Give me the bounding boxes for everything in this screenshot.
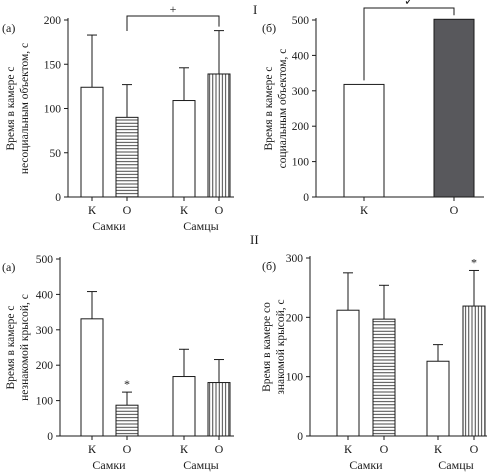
bar <box>433 18 475 198</box>
bracket-label: + <box>170 2 177 16</box>
bar <box>426 360 450 437</box>
y-tick-label: 0 <box>303 192 309 204</box>
chart-panel-bottom-right: (б) Время в камере со знакомой крысой, с 0 1… <box>261 253 487 472</box>
chart-panel-bottom-left: (a) Время в камере с незнакомой крысой, с 0… <box>2 254 234 472</box>
y-tick-label: 0 <box>297 431 303 443</box>
y-tick-label: 300 <box>286 253 304 265</box>
y-tick-label: 400 <box>36 289 54 301</box>
bar <box>372 318 396 437</box>
bar <box>343 83 385 198</box>
group-label: Самцы <box>438 458 473 472</box>
group-label: Самки <box>92 458 126 472</box>
y-axis-label: Время в камере с <box>263 66 275 150</box>
y-tick-label: 100 <box>292 157 310 169</box>
y-tick-label: 200 <box>292 121 310 133</box>
comparison-bracket <box>126 15 220 32</box>
bar <box>80 86 104 198</box>
chart-panel-top-right: (б) Время в камере с социальным объектом, … <box>262 0 484 217</box>
x-tick-label: О <box>123 203 132 217</box>
bar <box>172 100 196 198</box>
y-tick-label: 300 <box>292 86 310 98</box>
y-tick-label: 200 <box>36 360 54 372</box>
x-tick-label: К <box>88 203 97 217</box>
x-tick-label: О <box>215 442 224 456</box>
x-tick-label: К <box>180 442 189 456</box>
bar <box>462 305 486 437</box>
bar <box>336 309 360 437</box>
bar <box>80 318 104 437</box>
y-axis-label: Время в камере со <box>261 302 273 392</box>
bracket-label: ✓ <box>404 0 414 8</box>
group-label: Самки <box>349 458 383 472</box>
x-tick-label: К <box>360 203 369 217</box>
y-tick-label: 200 <box>44 15 62 27</box>
y-tick-label: 100 <box>44 104 62 116</box>
y-axis-label: Время в камере с <box>5 305 17 389</box>
comparison-bracket <box>363 7 455 81</box>
bar <box>115 404 139 437</box>
y-tick-label: 100 <box>36 396 54 408</box>
x-tick-label: К <box>344 442 353 456</box>
chart-panel-top-left: (a) Время в камере с несоциальным объектом… <box>2 2 234 233</box>
bar <box>172 376 196 437</box>
bar <box>207 73 231 198</box>
bar <box>207 382 231 437</box>
y-axis-label: знакомой крысой, с <box>275 299 287 394</box>
x-tick-label: О <box>450 203 459 217</box>
x-tick-label: О <box>470 442 479 456</box>
y-tick-label: 300 <box>36 325 54 337</box>
panel-tag: (б) <box>262 259 276 273</box>
x-tick-label: К <box>434 442 443 456</box>
y-tick-label: 400 <box>292 50 310 62</box>
y-tick-label: 50 <box>50 148 62 160</box>
y-axis-label: несоциальным объектом, с <box>19 43 31 174</box>
significance-marker: * <box>124 377 130 391</box>
panel-tag: (a) <box>2 21 15 35</box>
y-tick-label: 200 <box>286 312 304 324</box>
y-axis-label: незнакомой крысой, с <box>19 294 31 401</box>
x-tick-label: К <box>88 442 97 456</box>
bar <box>115 116 139 198</box>
panel-tag: (a) <box>2 260 15 274</box>
x-tick-label: О <box>380 442 389 456</box>
section-label-bottom: II <box>250 232 259 247</box>
group-label: Самки <box>92 219 126 233</box>
y-axis-label: социальным объектом, с <box>277 49 289 169</box>
y-tick-label: 500 <box>292 15 310 27</box>
y-tick-label: 150 <box>44 59 62 71</box>
significance-marker: * <box>471 255 477 269</box>
y-tick-label: 100 <box>286 372 304 384</box>
group-label: Самцы <box>183 458 218 472</box>
y-tick-label: 0 <box>47 431 53 443</box>
y-axis-label: Время в камере с <box>5 66 17 150</box>
group-label: Самцы <box>183 219 218 233</box>
x-tick-label: К <box>180 203 189 217</box>
y-tick-label: 0 <box>55 192 61 204</box>
y-tick-label: 500 <box>36 254 54 266</box>
x-tick-label: О <box>123 442 132 456</box>
panel-tag: (б) <box>262 21 276 35</box>
section-label-top: I <box>253 2 257 17</box>
x-tick-label: О <box>215 203 224 217</box>
